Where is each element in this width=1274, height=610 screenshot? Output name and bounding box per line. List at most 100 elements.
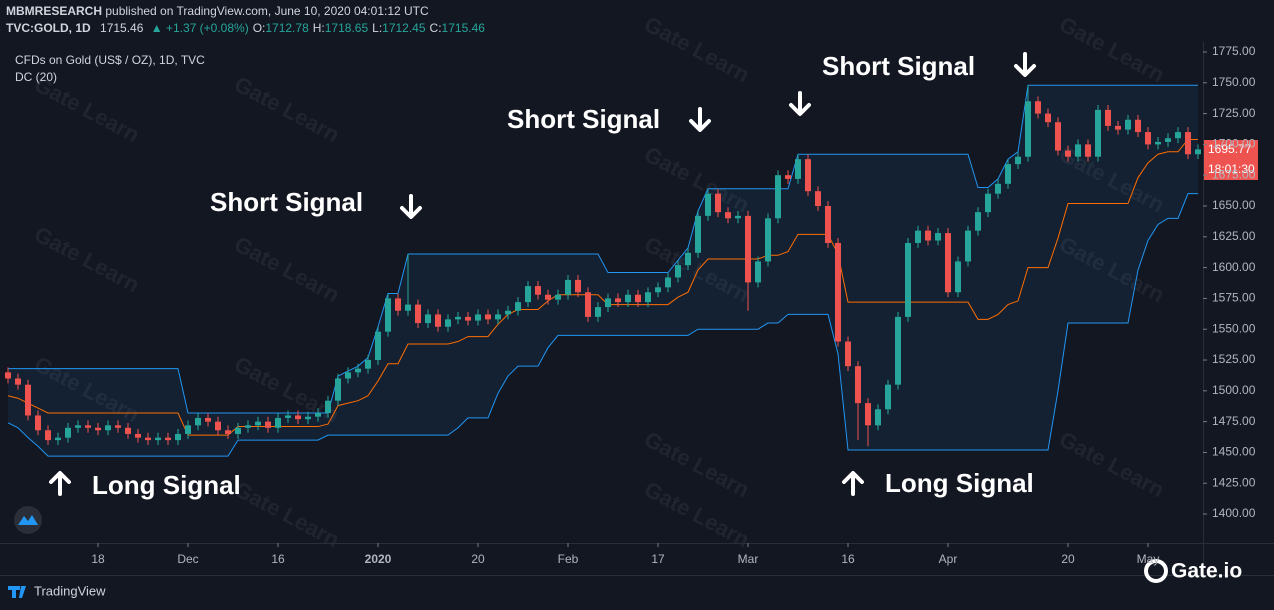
x-tick-label: 20 [471, 552, 485, 566]
candle-body [1055, 122, 1061, 151]
published: published on TradingView.com, June 10, 2… [105, 4, 429, 18]
candle-body [685, 252, 691, 266]
candle-body [315, 413, 321, 417]
candle-body [555, 294, 561, 300]
y-tick-label: 1500.00 [1212, 383, 1256, 397]
y-tick-label: 1400.00 [1212, 506, 1256, 520]
candle-body [325, 400, 331, 414]
candle-body [1105, 109, 1111, 126]
last-price: 1715.46 [100, 21, 144, 35]
candle-body [925, 230, 931, 241]
candle-body [1075, 144, 1081, 157]
y-tick-label: 1600.00 [1212, 260, 1256, 274]
candle-body [135, 433, 141, 438]
candle-body [615, 298, 621, 303]
candle-body [915, 230, 921, 243]
candle-body [365, 360, 371, 369]
candle-body [995, 183, 1001, 194]
candle-body [1035, 101, 1041, 114]
candle-body [215, 421, 221, 431]
signal-label: Long Signal [885, 468, 1034, 498]
y-tick-label: 1775.00 [1212, 44, 1256, 58]
candle-body [385, 298, 391, 332]
candle-body [635, 294, 641, 303]
candle-body [665, 277, 671, 288]
candle-body [355, 368, 361, 373]
candle-body [1115, 125, 1121, 130]
candle-body [95, 427, 101, 431]
candle-body [1015, 156, 1021, 165]
candle-body [835, 242, 841, 342]
x-tick-label: 2020 [365, 552, 392, 566]
candle-body [875, 409, 881, 426]
candle-body [465, 316, 471, 321]
candle-body [55, 437, 61, 441]
candle-body [935, 233, 941, 241]
x-tick-label: 18 [91, 552, 105, 566]
candle-body [335, 378, 341, 401]
candle-body [695, 215, 701, 253]
candle-body [605, 298, 611, 308]
candle-body [725, 212, 731, 219]
candle-body [675, 265, 681, 278]
countdown-text: 18:01:30 [1208, 162, 1255, 176]
change: ▲ +1.37 (+0.08%) [151, 21, 249, 35]
plot-area [5, 84, 1201, 457]
candle-body [785, 175, 791, 179]
candle-body [655, 287, 661, 293]
candle-body [515, 302, 521, 311]
candle-body [625, 294, 631, 303]
y-tick-label: 1625.00 [1212, 229, 1256, 243]
footer-brand: TradingView [34, 583, 106, 598]
candle-body [795, 159, 801, 179]
candle-body [585, 292, 591, 317]
candle-body [415, 304, 421, 324]
candle-body [495, 314, 501, 320]
ohlc-c: 1715.46 [442, 21, 486, 35]
candle-body [145, 437, 151, 441]
signal-arrow [842, 471, 864, 496]
signal-label: Short Signal [507, 104, 660, 134]
header-line-1: MBMRESEARCH published on TradingView.com… [6, 4, 429, 18]
y-tick-label: 1725.00 [1212, 106, 1256, 120]
candle-body [285, 415, 291, 418]
candle-body [535, 286, 541, 295]
candle-body [955, 261, 961, 293]
candle-body [975, 212, 981, 231]
y-tick-label: 1700.00 [1212, 137, 1256, 151]
price-label-text: 1695.77 [1208, 142, 1252, 156]
candle-body [775, 175, 781, 219]
candle-body [375, 331, 381, 361]
y-tick-label: 1675.00 [1212, 167, 1256, 181]
y-tick-label: 1575.00 [1212, 291, 1256, 305]
channel-lower [7, 193, 1198, 457]
price-label-box [1204, 140, 1258, 160]
x-tick-label: Mar [738, 552, 759, 566]
countdown-box [1204, 160, 1258, 180]
legend-instrument: CFDs on Gold (US$ / OZ), 1D, TVC [15, 53, 205, 67]
candle-body [85, 425, 91, 428]
candle-body [1025, 101, 1031, 157]
signal-arrow [400, 194, 422, 219]
candle-body [815, 191, 821, 207]
candle-body [1155, 141, 1161, 145]
candle-body [575, 279, 581, 293]
candle-body [125, 427, 131, 434]
candle-body [305, 416, 311, 420]
candle-body [1085, 144, 1091, 157]
x-tick-label: 16 [271, 552, 285, 566]
icon-circle [14, 506, 42, 534]
candle-body [1185, 132, 1191, 155]
candle-body [1125, 119, 1131, 130]
candle-body [265, 421, 271, 428]
candle-body [545, 294, 551, 300]
candle-body [1065, 150, 1071, 157]
y-tick-label: 1750.00 [1212, 75, 1256, 89]
candle-body [1145, 132, 1151, 145]
candle-body [185, 425, 191, 434]
candle-body [115, 425, 121, 428]
candle-body [195, 417, 201, 426]
candle-body [715, 193, 721, 213]
candle-body [105, 425, 111, 431]
